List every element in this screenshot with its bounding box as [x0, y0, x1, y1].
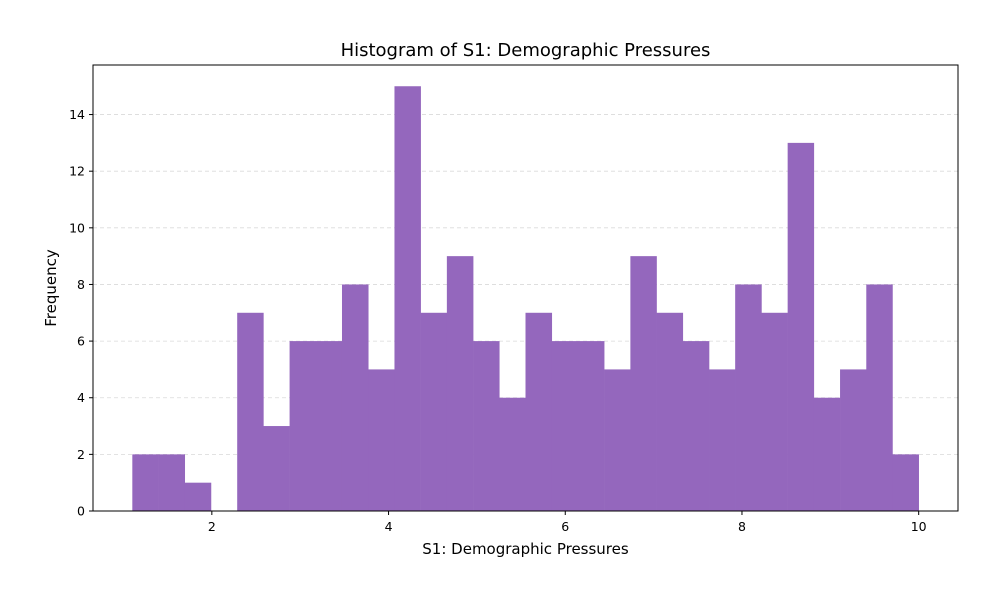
histogram-bar: [289, 341, 317, 511]
histogram-bar: [656, 312, 684, 511]
histogram-bar: [577, 341, 605, 511]
bars-layer: [132, 86, 919, 511]
histogram-bar: [368, 369, 395, 511]
y-tick-label: 0: [77, 504, 85, 519]
histogram-bar: [787, 142, 815, 511]
y-tick-label: 6: [77, 334, 85, 349]
x-tick-label: 8: [738, 519, 746, 534]
y-tick-label: 14: [69, 107, 85, 122]
histogram-bar: [446, 256, 474, 511]
histogram-bar: [735, 284, 762, 511]
y-tick-label: 2: [77, 447, 85, 462]
histogram-bar: [263, 426, 290, 511]
histogram-bar: [709, 369, 736, 511]
y-tick-label: 12: [69, 164, 85, 179]
histogram-bar: [394, 86, 421, 511]
histogram-bar: [237, 312, 264, 511]
y-tick-label: 10: [69, 220, 85, 235]
histogram-bar: [892, 454, 919, 511]
histogram-bar: [551, 341, 579, 511]
chart-title: Histogram of S1: Demographic Pressures: [341, 40, 711, 61]
plot-frame: [92, 64, 959, 512]
ticks-layer: 2 4 6 8 10 0 2 4 6 8 10 12 14: [69, 107, 927, 534]
histogram-bar: [630, 256, 657, 511]
histogram-bar: [158, 454, 186, 511]
histogram-bar: [840, 369, 867, 511]
histogram-bar: [420, 312, 448, 511]
y-tick-label: 8: [77, 277, 85, 292]
x-tick-label: 4: [385, 519, 393, 534]
histogram-bar: [682, 341, 710, 511]
histogram-bar: [761, 312, 788, 511]
histogram-bar: [132, 454, 159, 511]
histogram-bar: [473, 341, 500, 511]
histogram-bar: [813, 397, 841, 511]
histogram-bar: [341, 284, 369, 511]
x-tick-label: 2: [208, 519, 216, 534]
y-tick-label: 4: [77, 390, 85, 405]
x-tick-label: 6: [561, 519, 569, 534]
histogram-bar: [525, 312, 553, 511]
histogram-bar: [315, 341, 343, 511]
histogram-bar: [499, 397, 526, 511]
x-axis-label: S1: Demographic Pressures: [422, 540, 629, 558]
y-axis-label: Frequency: [42, 249, 60, 327]
histogram-bar: [604, 369, 631, 511]
x-tick-label: 10: [911, 519, 927, 534]
histogram-bar: [184, 482, 212, 511]
histogram-bar: [866, 284, 893, 511]
